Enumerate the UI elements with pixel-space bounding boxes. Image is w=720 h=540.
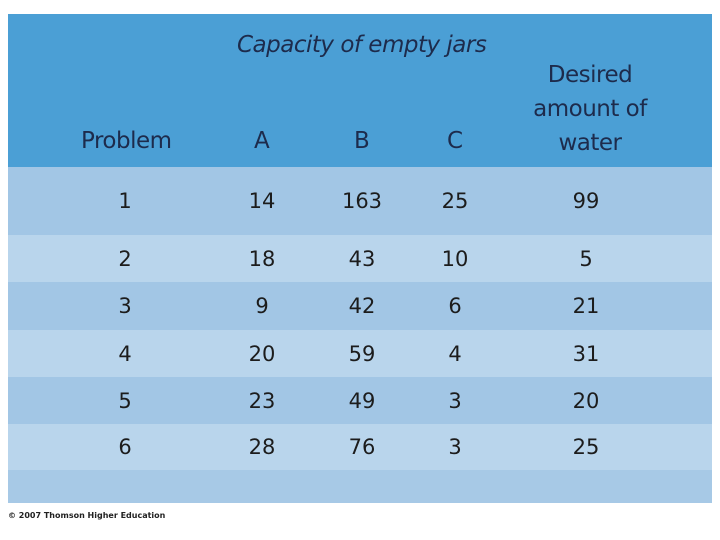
cell: 49 (348, 388, 376, 413)
cell: 20 (572, 388, 600, 413)
cell: 10 (441, 246, 469, 271)
cell: 6 (448, 294, 462, 318)
cell: 25 (572, 435, 600, 459)
row-band (8, 235, 712, 282)
cell: 3 (118, 294, 132, 318)
row-band (8, 167, 712, 235)
cell: 4 (118, 341, 132, 366)
cell: 21 (572, 294, 600, 318)
row-band (8, 330, 712, 377)
cell: 20 (248, 341, 276, 366)
column-header: C (447, 128, 463, 154)
cell: 5 (118, 388, 132, 413)
cell: 4 (448, 341, 462, 366)
cell: 76 (348, 435, 376, 459)
cell: 163 (341, 189, 383, 213)
cell: 14 (248, 189, 276, 213)
cell: 43 (348, 246, 376, 271)
cell: 31 (572, 341, 600, 366)
row-band (8, 377, 712, 424)
cell: 42 (348, 294, 376, 318)
cell: 9 (255, 294, 269, 318)
cell: 5 (579, 246, 593, 271)
cell: 2 (118, 246, 132, 271)
cell: 23 (248, 388, 276, 413)
cell: 3 (448, 435, 462, 459)
row-band (8, 424, 712, 470)
column-header: Problem (81, 128, 172, 154)
cell: 25 (441, 189, 469, 213)
credit: © 2007 Thomson Higher Education (8, 511, 166, 520)
cell: 28 (248, 435, 276, 459)
cell: 6 (118, 435, 132, 459)
cell: 18 (248, 246, 276, 271)
cell: 99 (572, 189, 600, 213)
header-band (8, 14, 712, 167)
column-header: B (354, 128, 370, 154)
cell: 1 (118, 189, 132, 213)
row-band (8, 282, 712, 330)
column-header: A (254, 128, 270, 154)
column-header: Desired amount of water (533, 62, 647, 156)
cell: 59 (348, 341, 376, 366)
group-label: Capacity of empty jars (237, 32, 487, 58)
cell: 3 (448, 388, 462, 413)
